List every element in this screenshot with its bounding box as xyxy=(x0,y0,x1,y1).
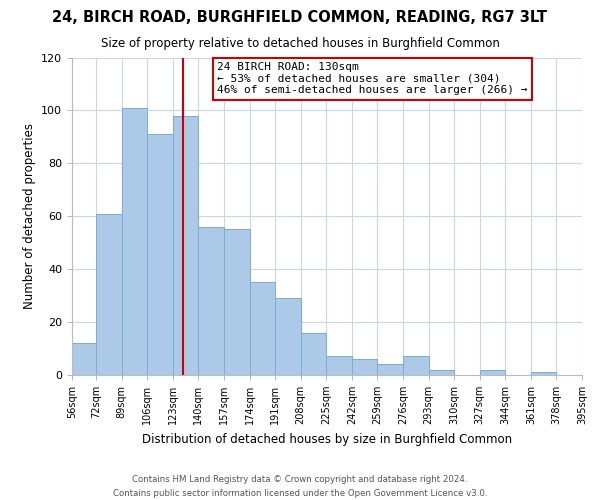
Bar xyxy=(326,356,352,375)
X-axis label: Distribution of detached houses by size in Burghfield Common: Distribution of detached houses by size … xyxy=(142,432,512,446)
Text: 24 BIRCH ROAD: 130sqm
← 53% of detached houses are smaller (304)
46% of semi-det: 24 BIRCH ROAD: 130sqm ← 53% of detached … xyxy=(217,62,528,96)
Bar xyxy=(479,370,505,375)
Bar xyxy=(224,230,250,375)
Bar xyxy=(403,356,428,375)
Y-axis label: Number of detached properties: Number of detached properties xyxy=(23,123,35,309)
Bar xyxy=(147,134,173,375)
Bar xyxy=(352,359,377,375)
Text: 24, BIRCH ROAD, BURGHFIELD COMMON, READING, RG7 3LT: 24, BIRCH ROAD, BURGHFIELD COMMON, READI… xyxy=(53,10,548,25)
Text: Size of property relative to detached houses in Burghfield Common: Size of property relative to detached ho… xyxy=(101,38,499,51)
Bar xyxy=(199,227,224,375)
Bar xyxy=(301,332,326,375)
Bar xyxy=(250,282,275,375)
Text: Contains HM Land Registry data © Crown copyright and database right 2024.
Contai: Contains HM Land Registry data © Crown c… xyxy=(113,476,487,498)
Bar xyxy=(173,116,199,375)
Bar xyxy=(72,343,96,375)
Bar xyxy=(428,370,454,375)
Bar xyxy=(96,214,122,375)
Bar xyxy=(377,364,403,375)
Bar xyxy=(275,298,301,375)
Bar xyxy=(122,108,147,375)
Bar xyxy=(531,372,556,375)
